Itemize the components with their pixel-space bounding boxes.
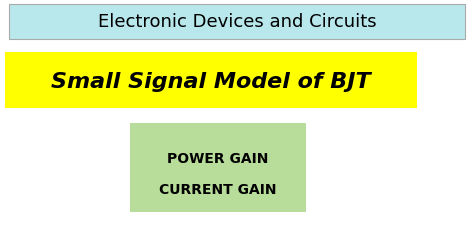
FancyBboxPatch shape [130, 123, 306, 212]
Text: Small Signal Model of BJT: Small Signal Model of BJT [51, 72, 371, 92]
Text: CURRENT GAIN: CURRENT GAIN [159, 182, 277, 196]
FancyBboxPatch shape [5, 53, 417, 108]
Text: POWER GAIN: POWER GAIN [167, 152, 269, 166]
FancyBboxPatch shape [9, 5, 465, 40]
Text: Electronic Devices and Circuits: Electronic Devices and Circuits [98, 13, 376, 31]
